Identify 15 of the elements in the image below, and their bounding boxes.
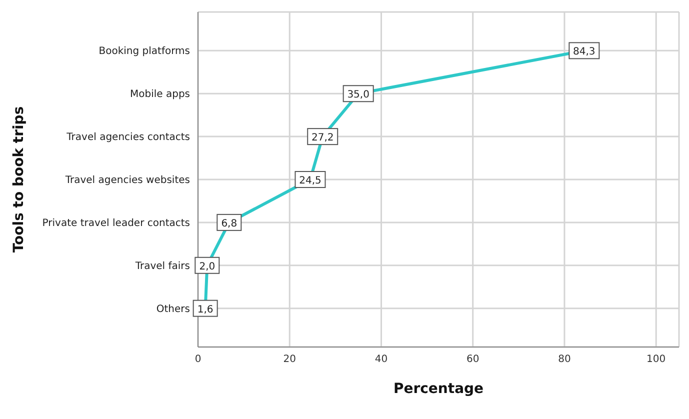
x-axis-title: Percentage xyxy=(393,381,484,397)
x-tick-label: 20 xyxy=(283,354,296,366)
x-tick-label: 0 xyxy=(194,354,202,366)
y-tick-label: Mobile apps xyxy=(130,89,190,100)
y-tick-label: Private travel leader contacts xyxy=(42,218,190,229)
x-tick-label: 100 xyxy=(646,354,666,366)
x-tick-label: 80 xyxy=(558,354,571,366)
y-tick-label: Travel fairs xyxy=(134,260,190,272)
y-tick-label: Others xyxy=(156,304,190,315)
y-axis-title: Tools to book trips xyxy=(10,106,27,253)
x-tick-label: 60 xyxy=(466,354,480,366)
y-tick-label: Booking platforms xyxy=(98,46,190,58)
y-tick-label: Travel agencies websites xyxy=(64,175,190,186)
x-tick-label: 40 xyxy=(374,354,388,366)
y-tick-label: Travel agencies contacts xyxy=(66,132,190,144)
